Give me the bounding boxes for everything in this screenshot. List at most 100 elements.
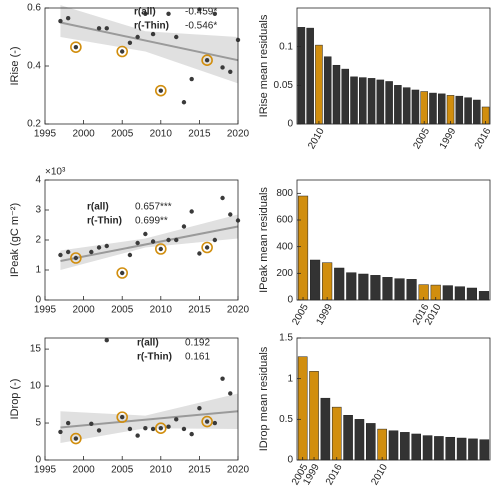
bar (388, 430, 399, 461)
bar (376, 79, 385, 125)
y-tick-label: 0 (287, 295, 293, 306)
point (73, 44, 79, 50)
confidence-band (60, 214, 238, 270)
y-axis-label: IRise mean residuals (258, 14, 270, 117)
bar (297, 356, 308, 461)
point (96, 428, 102, 433)
bar (350, 76, 358, 125)
point (143, 231, 148, 237)
point (150, 239, 156, 244)
x-tick-label: 2010 (369, 462, 390, 487)
fit-line (60, 225, 239, 262)
y-tick-label: 600 (276, 215, 293, 226)
bar (331, 406, 342, 461)
bar (464, 97, 472, 125)
bar (322, 262, 333, 301)
bar (382, 277, 393, 301)
point (89, 249, 94, 255)
point (135, 34, 140, 40)
bar (377, 428, 387, 461)
bar (445, 436, 456, 461)
point (228, 391, 233, 396)
point (96, 245, 102, 250)
bar (366, 423, 376, 461)
annotation-label: r(all) (134, 7, 156, 18)
y-axis-label: IPeak mean residuals (258, 187, 270, 293)
bar (306, 27, 314, 125)
x-tick-label: 2015 (188, 305, 211, 316)
point (135, 433, 140, 438)
axes-box (44, 337, 239, 461)
y-tick-label: 0 (35, 455, 41, 466)
point (65, 249, 71, 255)
bar (479, 439, 490, 461)
annotation-value: -0.546* (185, 21, 217, 32)
highlight-ring (116, 45, 128, 58)
point (181, 100, 187, 105)
axes-box (296, 179, 491, 301)
annotation-label: r(all) (87, 202, 109, 213)
highlight-ring (155, 84, 167, 97)
axes-box (296, 337, 491, 461)
axes-box (296, 7, 491, 125)
point (127, 426, 133, 432)
confidence-band (60, 393, 238, 443)
point (174, 417, 179, 422)
point (58, 18, 63, 24)
point (228, 212, 233, 217)
point (220, 376, 225, 381)
x-tick-label: 2015 (188, 129, 211, 140)
y-tick-label: 15 (30, 344, 42, 355)
point (120, 270, 125, 276)
y-tick-label: 0.2 (27, 119, 41, 130)
bar (394, 278, 405, 301)
y-tick-label: 0.6 (27, 3, 41, 14)
highlight-ring (155, 243, 167, 255)
x-tick-label: 1999 (314, 302, 335, 327)
point (158, 426, 163, 431)
point (181, 224, 187, 229)
annotation-label: r(-Thin) (87, 216, 122, 227)
bar (402, 87, 411, 125)
x-tick-label: 2015 (188, 465, 211, 476)
annotation-value: 0.161 (185, 352, 210, 363)
bar (341, 68, 350, 125)
bar (320, 397, 331, 461)
annotation-label: r(-Thin) (134, 21, 169, 32)
point (189, 209, 194, 214)
bar (466, 287, 477, 301)
y-axis-label: IDrop mean residuals (258, 346, 270, 451)
point (96, 26, 102, 31)
y-axis-label: IDrop (-) (9, 379, 21, 420)
bar (346, 272, 357, 301)
bar (446, 95, 455, 125)
bar (370, 275, 381, 301)
highlight-ring (201, 241, 213, 254)
point (73, 436, 79, 441)
point (181, 426, 187, 432)
y-tick-label: 800 (276, 188, 293, 199)
annotation-value: 0.657*** (135, 202, 172, 213)
x-tick-label: 1995 (34, 465, 57, 476)
point (127, 40, 133, 45)
point (166, 11, 171, 16)
bar (406, 279, 417, 301)
point (58, 252, 63, 258)
point (158, 246, 163, 252)
bar (456, 437, 467, 461)
point (89, 421, 94, 426)
point (58, 429, 63, 435)
x-tick-label: 2005 (111, 305, 134, 316)
bar (455, 95, 464, 125)
point (212, 420, 218, 426)
x-tick-label: 2000 (72, 465, 95, 476)
bar (310, 259, 321, 301)
point (204, 58, 210, 63)
point (197, 251, 202, 256)
bar (359, 77, 367, 125)
y-tick-label: 1 (287, 373, 293, 384)
point (220, 65, 225, 70)
annotation-value: 0.699** (135, 216, 168, 227)
x-tick-label: 1995 (34, 129, 57, 140)
bar (297, 195, 309, 301)
